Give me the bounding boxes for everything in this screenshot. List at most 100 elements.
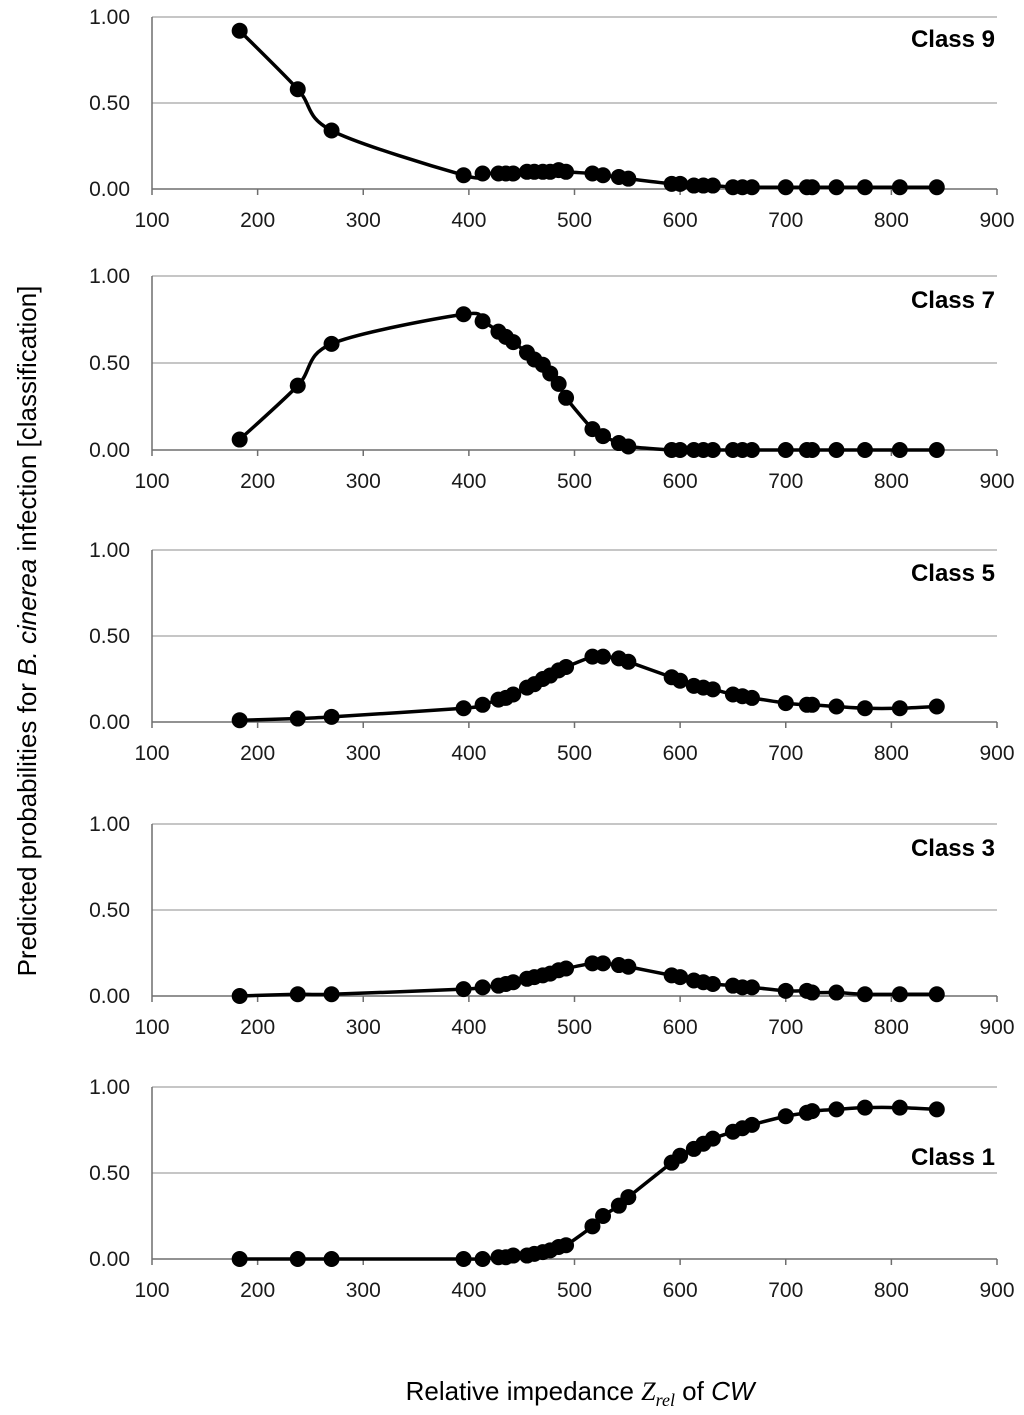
data-point	[474, 165, 491, 182]
x-tick-label: 800	[874, 742, 909, 765]
data-point	[928, 698, 945, 715]
x-tick-label: 500	[557, 470, 592, 493]
data-point	[672, 1147, 689, 1164]
data-point	[231, 988, 248, 1004]
data-point	[474, 1251, 491, 1267]
data-point	[620, 653, 637, 670]
x-tick-label: 800	[874, 1016, 909, 1039]
panel-title: Class 7	[911, 287, 995, 314]
x-tick-label: 100	[134, 742, 169, 765]
data-point	[620, 1189, 637, 1206]
x-tick-label: 200	[240, 1016, 275, 1039]
x-tick-label: 400	[451, 742, 486, 765]
data-point	[891, 700, 908, 717]
data-point	[804, 179, 821, 196]
data-point	[558, 658, 575, 675]
y-tick-label: 1.00	[89, 265, 130, 288]
x-tick-label: 900	[979, 742, 1014, 765]
data-point	[455, 1251, 472, 1267]
x-tick-label: 700	[768, 209, 803, 232]
x-tick-label: 600	[663, 209, 698, 232]
data-point	[595, 955, 612, 972]
data-point	[704, 681, 721, 698]
data-point	[828, 442, 845, 458]
data-point	[505, 974, 522, 991]
data-point	[828, 698, 845, 715]
data-point	[672, 175, 689, 192]
data-point	[777, 982, 794, 999]
data-point	[455, 167, 472, 184]
data-point	[928, 1101, 945, 1118]
data-point	[672, 442, 689, 458]
x-tick-label: 400	[451, 1016, 486, 1039]
x-tick-label: 200	[240, 742, 275, 765]
data-point	[777, 695, 794, 712]
x-tick-label: 600	[663, 1016, 698, 1039]
panel-title: Class 9	[911, 26, 995, 53]
panel-class-1: 0.00 0.50 1.00 100 200 300 400 500 600 700 800 900 C…	[89, 1076, 1014, 1302]
data-point	[743, 689, 760, 706]
panel-class-7: 0.00 0.50 1.00 100 200 300 400 500 600 700 800 900 C…	[89, 265, 1014, 493]
data-point	[704, 177, 721, 194]
data-point	[558, 389, 575, 406]
x-tick-label: 100	[134, 1016, 169, 1039]
y-tick-label: 1.00	[89, 813, 130, 836]
y-tick-label: 0.50	[89, 899, 130, 922]
data-point	[550, 375, 567, 392]
x-tick-label: 900	[979, 209, 1014, 232]
x-tick-label: 100	[134, 470, 169, 493]
y-axis-label: Predicted probabilities for B. cinerea i…	[12, 286, 42, 977]
data-point	[231, 22, 248, 39]
data-point	[289, 377, 306, 394]
data-point	[928, 179, 945, 196]
data-point	[289, 81, 306, 98]
panel-class-3: 0.00 0.50 1.00 100 200 300 400 500 600 700 800 900 C…	[89, 813, 1014, 1039]
x-tick-label: 700	[768, 742, 803, 765]
data-point	[289, 710, 306, 727]
x-tick-label: 700	[768, 1016, 803, 1039]
data-point	[323, 708, 340, 725]
data-point	[891, 986, 908, 1003]
data-point	[891, 179, 908, 196]
data-point	[856, 1099, 873, 1116]
data-point	[231, 1251, 248, 1267]
data-point	[777, 442, 794, 458]
panel-title: Class 3	[911, 835, 995, 862]
x-tick-label: 400	[451, 1279, 486, 1302]
data-point	[777, 179, 794, 196]
y-tick-label: 0.00	[89, 985, 130, 1008]
data-point	[455, 306, 472, 323]
data-point	[777, 1108, 794, 1125]
x-tick-label: 800	[874, 470, 909, 493]
x-tick-label: 500	[557, 209, 592, 232]
data-point	[289, 986, 306, 1003]
y-tick-label: 1.00	[89, 1076, 130, 1099]
x-tick-label: 200	[240, 209, 275, 232]
panel-class-5: 0.00 0.50 1.00 100 200 300 400 500 600 700 800 900 C…	[89, 539, 1014, 765]
data-point	[828, 984, 845, 1001]
data-point	[620, 170, 637, 187]
x-tick-label: 200	[240, 470, 275, 493]
data-point	[928, 986, 945, 1003]
data-point	[455, 981, 472, 998]
series-line	[239, 1105, 937, 1261]
data-point	[505, 686, 522, 703]
data-point	[856, 700, 873, 717]
data-point	[558, 1237, 575, 1254]
panel-title: Class 1	[911, 1144, 995, 1171]
x-axis-label: Relative impedance Zrel of CW	[406, 1376, 757, 1410]
data-point	[856, 986, 873, 1003]
data-point	[828, 1101, 845, 1118]
y-tick-label: 0.00	[89, 711, 130, 734]
x-tick-label: 400	[451, 470, 486, 493]
data-point	[595, 648, 612, 665]
x-tick-label: 400	[451, 209, 486, 232]
data-point	[505, 1247, 522, 1264]
y-tick-label: 0.50	[89, 1162, 130, 1185]
data-point	[672, 969, 689, 986]
data-point	[558, 163, 575, 180]
data-point	[828, 179, 845, 196]
x-tick-label: 300	[346, 1279, 381, 1302]
y-tick-label: 0.00	[89, 439, 130, 462]
